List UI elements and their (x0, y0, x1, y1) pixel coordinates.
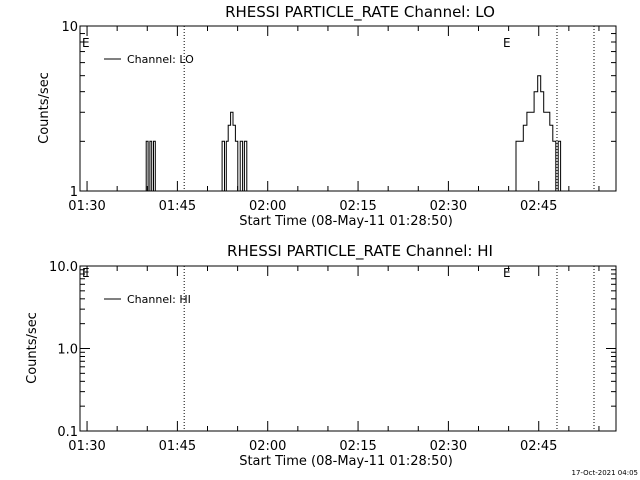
x-tick-label: 02:00 (249, 439, 286, 454)
chart-panel-hi: RHESSI PARTICLE_RATE Channel: HI 0.1 1.0 1… (25, 242, 617, 469)
chart-panel-lo: RHESSI PARTICLE_RATE Channel: LO 1 10 01:… (37, 3, 617, 229)
plot-frame (79, 25, 617, 192)
x-tick-label: 01:45 (159, 199, 196, 214)
x-tick-label: 02:45 (520, 439, 557, 454)
chart-title: RHESSI PARTICLE_RATE Channel: LO (225, 3, 495, 22)
legend-label: Channel: HI (127, 293, 191, 306)
x-tick-label: 02:15 (339, 439, 376, 454)
legend-label: Channel: LO (127, 53, 194, 66)
legend: Channel: HI (104, 293, 191, 306)
event-marker-label: E (503, 266, 511, 280)
y-tick-label: 10 (61, 20, 78, 35)
x-tick-label: 02:30 (430, 199, 467, 214)
event-lines (183, 266, 595, 431)
event-marker-label: E (503, 36, 511, 50)
x-tick-label: 01:30 (68, 199, 105, 214)
y-tick-label: 1 (70, 185, 78, 200)
y-axis-label: Counts/sec (25, 312, 40, 384)
event-marker-label: E (82, 36, 90, 50)
chart-title: RHESSI PARTICLE_RATE Channel: HI (227, 242, 493, 261)
plot-frame (79, 265, 617, 432)
timestamp-footer: 17-Oct-2021 04:05 (572, 469, 638, 477)
x-axis-label: Start Time (08-May-11 01:28:50) (239, 214, 453, 229)
x-axis-label: Start Time (08-May-11 01:28:50) (239, 454, 453, 469)
y-tick-label: 1.0 (57, 343, 78, 358)
x-tick-label: 02:00 (249, 199, 286, 214)
legend: Channel: LO (104, 53, 194, 66)
x-tick-label: 02:15 (339, 199, 376, 214)
y-axis: 0.1 1.0 10.0 (49, 260, 616, 440)
y-axis-label: Counts/sec (37, 72, 52, 144)
x-axis: 01:30 01:45 02:00 02:15 02:30 02:45 (68, 266, 600, 454)
y-tick-label: 0.1 (57, 425, 78, 440)
series-line-lo (143, 75, 563, 192)
y-axis: 1 10 (61, 20, 616, 200)
event-lines (183, 26, 595, 191)
x-axis: 01:30 01:45 02:00 02:15 02:30 02:45 (68, 26, 600, 214)
x-tick-label: 02:45 (520, 199, 557, 214)
event-marker-label: E (82, 266, 90, 280)
x-tick-label: 01:30 (68, 439, 105, 454)
y-tick-label: 10.0 (49, 260, 78, 275)
x-tick-label: 01:45 (159, 439, 196, 454)
x-tick-label: 02:30 (430, 439, 467, 454)
